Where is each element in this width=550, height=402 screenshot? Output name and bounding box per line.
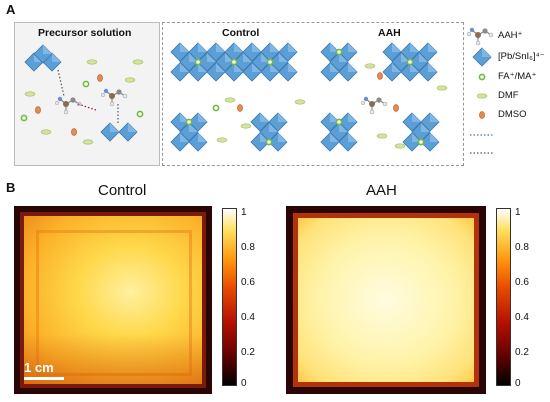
- panel-a-letter: A: [6, 2, 16, 17]
- control-lattice-bottom: [170, 97, 306, 152]
- legend-octahedron: [Pb/SnI₆]⁴⁻: [498, 51, 545, 62]
- control-cbar-tick-0.6: 0.6: [241, 277, 255, 288]
- control-cbar-tick-0.8: 0.8: [241, 242, 255, 253]
- control-lattice-top: [170, 42, 298, 82]
- aah-lattice-bottom: [320, 96, 440, 152]
- aah-cbar-tick-0.6: 0.6: [515, 277, 529, 288]
- legend-fa-ma: FA⁺/MA⁺: [498, 71, 537, 82]
- aah-cbar-tick-0.8: 0.8: [515, 242, 529, 253]
- legend-aah: AAH⁺: [498, 30, 523, 41]
- aah-structure-title: AAH: [378, 27, 401, 39]
- precursor-solution-title: Precursor solution: [38, 27, 132, 39]
- aah-cbar-tick-0: 0: [515, 378, 521, 389]
- legend-icons: [466, 27, 494, 154]
- control-structure-title: Control: [222, 27, 260, 39]
- aah-cbar-tick-1: 1: [515, 207, 521, 218]
- legend-dmf: DMF: [498, 90, 519, 101]
- control-pl-map: [14, 206, 212, 394]
- scale-bar-label: 1 cm: [24, 360, 54, 375]
- control-cbar-tick-0.4: 0.4: [241, 312, 255, 323]
- control-colorbar: [222, 208, 237, 386]
- control-cbar-tick-0: 0: [241, 378, 247, 389]
- aah-lattice-top: [320, 42, 448, 91]
- control-cbar-tick-1: 1: [241, 207, 247, 218]
- control-cbar-tick-0.2: 0.2: [241, 347, 255, 358]
- aah-pl-map: [286, 206, 486, 394]
- legend-dmso: DMSO: [498, 109, 527, 120]
- aah-cbar-tick-0.2: 0.2: [515, 347, 529, 358]
- aah-map-title: AAH: [366, 182, 397, 199]
- precursor-molecules: [54, 69, 128, 124]
- aah-colorbar: [496, 208, 511, 386]
- panel-b-letter: B: [6, 180, 16, 195]
- scale-bar: [24, 377, 64, 380]
- aah-cbar-tick-0.4: 0.4: [515, 312, 529, 323]
- schematic-drawing: [20, 27, 494, 154]
- control-map-title: Control: [98, 182, 147, 199]
